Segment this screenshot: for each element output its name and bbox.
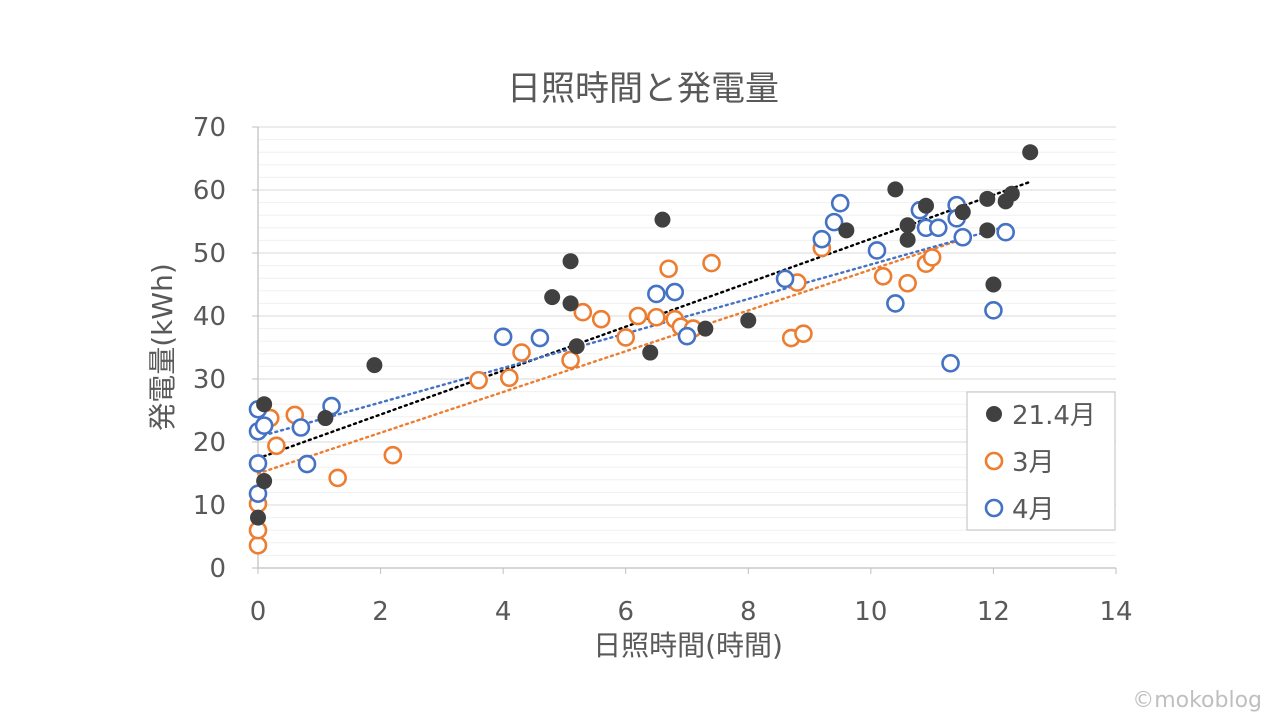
data-point <box>697 320 714 337</box>
data-point <box>922 248 942 267</box>
data-point <box>562 295 579 312</box>
data-point <box>887 181 904 198</box>
data-point <box>493 327 513 347</box>
trendline-3月 <box>256 237 964 475</box>
axes: 0 2 4 6 8 10 12 14 0 10 20 30 40 50 60 70 <box>193 113 1133 627</box>
data-point <box>996 222 1015 242</box>
y-tick-label: 20 <box>193 428 226 458</box>
legend-marker <box>984 498 1004 518</box>
legend-marker <box>986 406 1002 422</box>
data-point <box>1003 185 1020 202</box>
data-point <box>830 193 850 213</box>
x-tick-label: 2 <box>372 597 389 627</box>
x-tick-label: 14 <box>1099 597 1132 627</box>
data-point <box>366 357 383 374</box>
legend-label: 21.4月 <box>1012 401 1096 431</box>
legend-label: 3月 <box>1012 448 1055 478</box>
data-point <box>647 307 666 327</box>
data-point <box>899 217 916 234</box>
data-point <box>544 289 561 306</box>
data-point <box>740 312 757 329</box>
data-point <box>954 204 971 221</box>
watermark: ©mokoblog <box>1132 688 1262 713</box>
data-point <box>591 309 611 329</box>
data-point <box>317 410 334 427</box>
y-tick-label: 30 <box>193 365 226 395</box>
x-axis-title: 日照時間(時間) <box>593 629 783 662</box>
data-point <box>254 416 274 435</box>
data-points <box>248 144 1039 555</box>
data-point <box>665 282 685 302</box>
x-tick-label: 10 <box>854 597 887 627</box>
y-tick-label: 70 <box>193 113 226 143</box>
data-point <box>873 267 893 286</box>
data-point <box>267 436 286 456</box>
data-point <box>898 273 917 293</box>
data-point <box>568 338 585 355</box>
trendline-4月 <box>256 225 1007 439</box>
data-point <box>1022 144 1039 161</box>
data-point <box>383 445 403 465</box>
data-point <box>985 276 1002 293</box>
x-tick-label: 12 <box>977 597 1010 627</box>
y-tick-label: 10 <box>193 491 226 521</box>
data-point <box>512 343 531 362</box>
data-point <box>928 218 948 238</box>
data-point <box>328 468 347 488</box>
data-point <box>573 302 593 322</box>
data-point <box>256 396 273 413</box>
y-tick-label: 0 <box>209 554 226 584</box>
legend-label: 4月 <box>1012 495 1055 525</box>
data-point <box>654 211 671 228</box>
x-tick-label: 0 <box>250 597 267 627</box>
chart-title: 日照時間と発電量 <box>507 69 779 109</box>
data-point <box>794 324 813 343</box>
legend: 21.4月 3月 4月 <box>966 391 1116 531</box>
data-point <box>979 190 996 207</box>
data-point <box>647 284 666 304</box>
x-tick-label: 8 <box>740 597 757 627</box>
legend-marker <box>984 451 1004 471</box>
y-tick-label: 60 <box>193 176 226 206</box>
data-point <box>469 370 488 390</box>
data-point <box>677 326 697 346</box>
data-point <box>616 328 636 347</box>
data-point <box>250 509 266 526</box>
data-point <box>886 294 905 313</box>
x-tick-label: 4 <box>495 597 512 627</box>
data-point <box>499 368 519 388</box>
data-point <box>702 253 721 273</box>
data-point <box>941 353 960 373</box>
data-point <box>918 197 935 214</box>
data-point <box>291 418 311 437</box>
data-point <box>628 306 648 326</box>
data-point <box>984 301 1003 320</box>
data-point <box>248 454 268 473</box>
data-point <box>561 350 580 370</box>
data-point <box>824 212 844 232</box>
data-point <box>530 328 550 348</box>
data-point <box>838 222 855 239</box>
y-tick-label: 50 <box>193 239 226 269</box>
data-point <box>867 241 887 260</box>
data-point <box>642 344 659 361</box>
data-point <box>812 229 832 249</box>
y-tick-label: 40 <box>193 302 226 332</box>
data-point <box>297 454 317 474</box>
x-tick-label: 6 <box>617 597 634 627</box>
y-axis-title: 発電量(kWh) <box>146 263 179 431</box>
data-point <box>659 259 678 279</box>
data-point <box>562 253 579 270</box>
data-point <box>256 473 273 490</box>
data-point <box>953 227 973 247</box>
data-point <box>775 269 795 289</box>
data-point <box>899 231 916 248</box>
data-point <box>248 536 268 555</box>
data-point <box>979 222 996 239</box>
